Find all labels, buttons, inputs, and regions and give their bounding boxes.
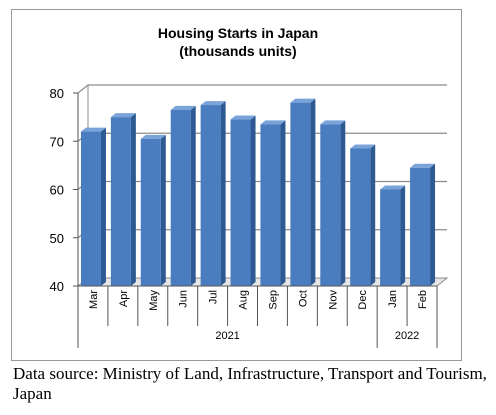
bar bbox=[140, 134, 166, 286]
bar-front bbox=[260, 124, 281, 286]
y-tick-label: 50 bbox=[50, 231, 64, 246]
bar-front bbox=[140, 138, 161, 286]
chart-title: Housing Starts in Japan bbox=[158, 25, 318, 41]
bar-front bbox=[80, 131, 101, 286]
bar-top bbox=[290, 98, 316, 103]
bar-top bbox=[200, 101, 226, 106]
bar-side bbox=[190, 105, 196, 286]
bar-side bbox=[280, 120, 286, 286]
bar-side bbox=[430, 163, 436, 286]
axes: 40 50 60 70 80 Mar Apr May Jun Jul Aug Sep Oct Nov Dec… bbox=[50, 86, 438, 348]
bar-top bbox=[350, 144, 376, 149]
bar bbox=[260, 120, 286, 286]
bar bbox=[410, 163, 436, 286]
y-tick-label: 40 bbox=[50, 279, 64, 294]
x-tick-label: May bbox=[148, 290, 160, 311]
bar-side bbox=[340, 120, 346, 286]
x-tick-label: Sep bbox=[267, 290, 279, 310]
x-tick-label: Mar bbox=[88, 290, 100, 309]
x-tick-label: Oct bbox=[297, 290, 309, 307]
gridline bbox=[77, 84, 447, 94]
x-tick-label: Apr bbox=[118, 290, 130, 307]
bar-front bbox=[320, 124, 341, 286]
bar-top bbox=[110, 113, 136, 118]
x-tick-label: Jan bbox=[387, 290, 399, 308]
bar bbox=[320, 120, 346, 286]
year-label: 2022 bbox=[395, 330, 419, 342]
bar-side bbox=[250, 115, 256, 286]
bar-side bbox=[160, 134, 166, 286]
bar-top bbox=[80, 127, 106, 132]
year-label: 2021 bbox=[215, 330, 239, 342]
bar-top bbox=[410, 163, 436, 168]
bar-side bbox=[130, 113, 136, 286]
source-note: Data source: Ministry of Land, Infrastru… bbox=[13, 364, 487, 403]
chart-subtitle: (thousands units) bbox=[179, 43, 296, 59]
bar bbox=[350, 144, 376, 286]
bar-side bbox=[220, 101, 226, 286]
bar-top bbox=[140, 134, 166, 139]
bar-front bbox=[170, 109, 191, 286]
x-tick-label: Aug bbox=[238, 290, 250, 310]
chart-frame: Housing Starts in Japan (thousands units… bbox=[11, 9, 462, 361]
bar-front bbox=[110, 117, 131, 286]
bar-side bbox=[100, 127, 106, 286]
bar-top bbox=[320, 120, 346, 125]
bar bbox=[380, 185, 406, 286]
bar-front bbox=[230, 119, 251, 286]
x-tick-label: Jul bbox=[208, 290, 220, 304]
bar-top bbox=[230, 115, 256, 120]
bar bbox=[80, 127, 106, 286]
bar bbox=[200, 101, 226, 286]
bar-top bbox=[260, 120, 286, 125]
bar-front bbox=[410, 167, 431, 286]
y-tick-label: 80 bbox=[50, 86, 64, 101]
bar bbox=[290, 98, 316, 287]
bar-top bbox=[380, 185, 406, 190]
bar bbox=[170, 105, 196, 286]
bar-side bbox=[310, 98, 316, 287]
x-tick-label: Jun bbox=[178, 290, 190, 308]
bar-chart: Housing Starts in Japan (thousands units… bbox=[50, 25, 449, 348]
x-tick-label: Dec bbox=[357, 290, 369, 310]
bar bbox=[110, 113, 136, 286]
x-tick-label: Nov bbox=[327, 290, 339, 310]
bar-front bbox=[380, 189, 401, 286]
bar-side bbox=[400, 185, 406, 286]
bar-front bbox=[350, 148, 371, 286]
x-tick-label: Feb bbox=[417, 290, 429, 309]
bar-front bbox=[200, 105, 221, 286]
y-tick-label: 70 bbox=[50, 134, 64, 149]
y-tick-label: 60 bbox=[50, 183, 64, 198]
bar-side bbox=[370, 144, 376, 286]
bars bbox=[80, 98, 436, 287]
bar-front bbox=[290, 102, 311, 287]
bar-top bbox=[170, 105, 196, 110]
bar bbox=[230, 115, 256, 286]
